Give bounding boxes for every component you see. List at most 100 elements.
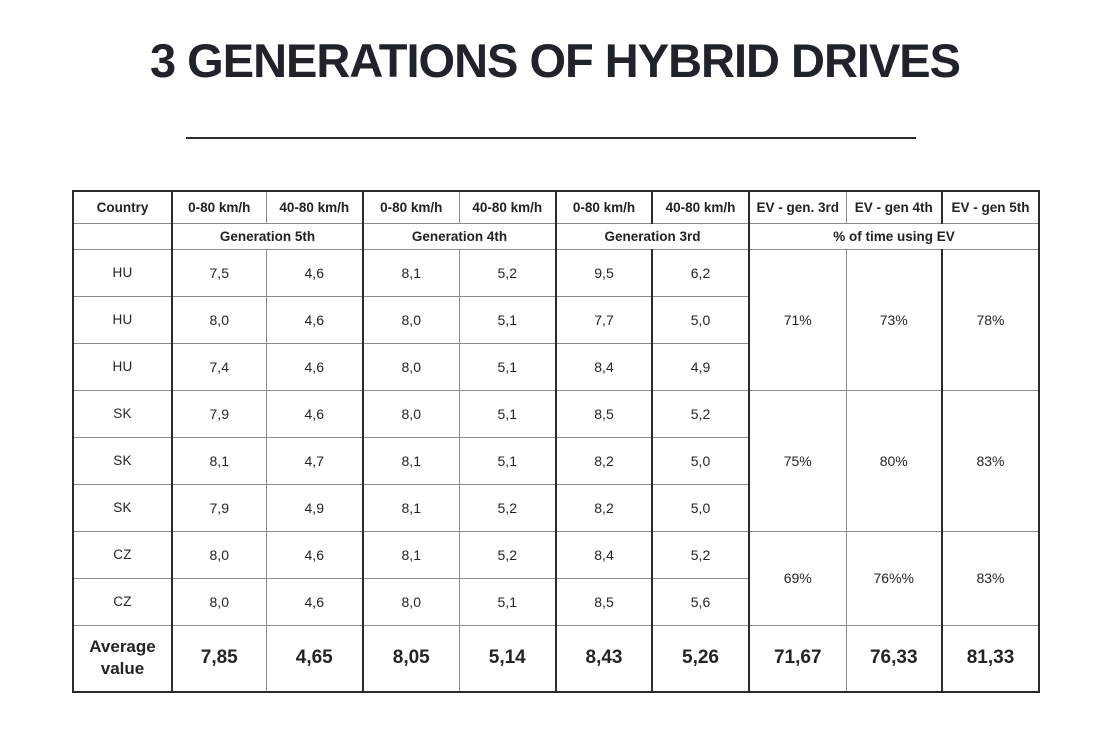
col-header-40-80-gen3: 40-80 km/h [651,190,750,224]
value-cell: 4,6 [265,342,364,391]
ev-percent-cell: 80% [845,389,943,532]
value-cell: 5,1 [458,295,557,344]
average-value-cell: 7,85 [171,624,267,693]
value-cell: 4,6 [265,248,364,297]
value-cell: 8,4 [555,342,653,391]
country-cell: CZ [72,577,173,626]
value-cell: 8,2 [555,436,653,485]
ev-percent-cell: 73% [845,248,943,391]
col-header-40-80-gen5: 40-80 km/h [265,190,364,224]
value-cell: 8,2 [555,483,653,532]
col-header-40-80-gen4: 40-80 km/h [458,190,557,224]
value-cell: 7,7 [555,295,653,344]
value-cell: 7,9 [171,389,267,438]
value-cell: 8,0 [171,530,267,579]
value-cell: 8,1 [171,436,267,485]
title-underline [186,137,916,139]
group-header-gen3: Generation 3rd [555,222,750,250]
col-header-0-80-gen5: 0-80 km/h [171,190,267,224]
page-title: 3 GENERATIONS OF HYBRID DRIVES [149,34,961,87]
table-row: HU 7,5 4,6 8,1 5,2 9,5 6,2 71% 73% 78% [72,248,1040,391]
average-label: Average value [72,624,173,693]
value-cell: 7,9 [171,483,267,532]
col-header-0-80-gen3: 0-80 km/h [555,190,653,224]
table-row: SK 7,9 4,6 8,0 5,1 8,5 5,2 75% 80% 83% [72,389,1040,532]
average-value-cell: 5,14 [458,624,557,693]
ev-percent-cell: 78% [941,248,1040,391]
group-header-gen5: Generation 5th [171,222,364,250]
value-cell: 4,9 [651,342,750,391]
header-row-groups: Generation 5th Generation 4th Generation… [72,222,1040,250]
value-cell: 5,6 [651,577,750,626]
col-header-country: Country [72,190,173,224]
average-value-cell: 8,43 [555,624,653,693]
value-cell: 8,1 [362,248,460,297]
average-value-cell: 4,65 [265,624,364,693]
ev-percent-cell: 75% [748,389,847,532]
value-cell: 5,2 [458,530,557,579]
table-row: CZ 8,0 4,6 8,0 5,1 8,5 5,6 [72,577,1039,626]
value-cell: 8,0 [171,295,267,344]
table-row: HU 8,0 4,6 8,0 5,1 7,7 5,0 [72,295,1039,344]
table-row: HU 7,4 4,6 8,0 5,1 8,4 4,9 [72,342,1039,391]
value-cell: 8,5 [555,577,653,626]
average-value-cell: 71,67 [748,624,847,693]
country-cell: CZ [72,530,173,579]
value-cell: 4,6 [265,295,364,344]
ev-percent-cell: 69% [748,530,847,626]
average-value-cell: 76,33 [845,624,943,693]
value-cell: 6,2 [651,248,750,297]
value-cell: 7,4 [171,342,267,391]
country-cell: HU [72,248,173,297]
hybrid-drives-table: Country 0-80 km/h 40-80 km/h 0-80 km/h 4… [72,190,1040,693]
table-row: CZ 8,0 4,6 8,1 5,2 8,4 5,2 69% 76%% 83% [72,530,1040,626]
value-cell: 4,6 [265,577,364,626]
value-cell: 5,1 [458,389,557,438]
group-header-ev: % of time using EV [748,222,1040,250]
col-header-ev-gen5: EV - gen 5th [941,190,1040,224]
value-cell: 9,5 [555,248,653,297]
col-header-ev-gen4: EV - gen 4th [845,190,943,224]
average-value-cell: 8,05 [362,624,460,693]
table-row: SK 8,1 4,7 8,1 5,1 8,2 5,0 [72,436,1039,485]
value-cell: 7,5 [171,248,267,297]
average-row: Average value 7,85 4,65 8,05 5,14 8,43 5… [72,624,1040,693]
group-header-empty [72,222,173,250]
country-cell: SK [72,436,173,485]
value-cell: 5,1 [458,342,557,391]
table-row: SK 7,9 4,9 8,1 5,2 8,2 5,0 [72,483,1039,532]
value-cell: 5,2 [458,483,557,532]
value-cell: 5,2 [651,389,750,438]
value-cell: 8,0 [362,342,460,391]
value-cell: 8,0 [171,577,267,626]
value-cell: 4,9 [265,483,364,532]
value-cell: 4,6 [265,530,364,579]
value-cell: 8,1 [362,483,460,532]
value-cell: 5,0 [651,295,750,344]
value-cell: 5,2 [651,530,750,579]
country-cell: SK [72,483,173,532]
country-cell: HU [72,295,173,344]
value-cell: 8,1 [362,436,460,485]
value-cell: 5,0 [651,483,750,532]
header-row-columns: Country 0-80 km/h 40-80 km/h 0-80 km/h 4… [72,190,1040,224]
ev-percent-cell: 83% [941,530,1040,626]
value-cell: 5,1 [458,436,557,485]
col-header-ev-gen3: EV - gen. 3rd [748,190,847,224]
ev-percent-cell: 76%% [845,530,943,626]
value-cell: 8,0 [362,577,460,626]
average-value-cell: 81,33 [941,624,1040,693]
value-cell: 4,6 [265,389,364,438]
value-cell: 8,4 [555,530,653,579]
value-cell: 8,0 [362,295,460,344]
value-cell: 8,1 [362,530,460,579]
value-cell: 8,5 [555,389,653,438]
value-cell: 4,7 [265,436,364,485]
average-value-cell: 5,26 [651,624,750,693]
ev-percent-cell: 71% [748,248,847,391]
country-cell: HU [72,342,173,391]
value-cell: 5,1 [458,577,557,626]
country-cell: SK [72,389,173,438]
value-cell: 5,0 [651,436,750,485]
